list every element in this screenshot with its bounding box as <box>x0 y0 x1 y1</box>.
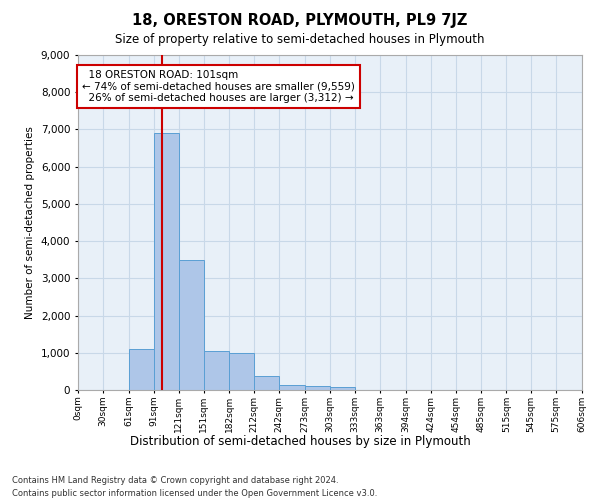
Text: Contains HM Land Registry data © Crown copyright and database right 2024.: Contains HM Land Registry data © Crown c… <box>12 476 338 485</box>
Text: Size of property relative to semi-detached houses in Plymouth: Size of property relative to semi-detach… <box>115 32 485 46</box>
Bar <box>203 351 229 390</box>
Bar <box>179 260 203 390</box>
Bar <box>254 376 279 390</box>
Y-axis label: Number of semi-detached properties: Number of semi-detached properties <box>25 126 35 319</box>
Bar <box>229 353 254 390</box>
Bar <box>129 349 154 390</box>
Text: 18, ORESTON ROAD, PLYMOUTH, PL9 7JZ: 18, ORESTON ROAD, PLYMOUTH, PL9 7JZ <box>133 12 467 28</box>
Bar <box>330 388 355 390</box>
Bar <box>279 385 305 390</box>
Bar <box>305 386 330 390</box>
Text: Distribution of semi-detached houses by size in Plymouth: Distribution of semi-detached houses by … <box>130 434 470 448</box>
Text: 18 ORESTON ROAD: 101sqm
← 74% of semi-detached houses are smaller (9,559)
  26% : 18 ORESTON ROAD: 101sqm ← 74% of semi-de… <box>82 70 355 103</box>
Bar <box>154 133 179 390</box>
Text: Contains public sector information licensed under the Open Government Licence v3: Contains public sector information licen… <box>12 488 377 498</box>
